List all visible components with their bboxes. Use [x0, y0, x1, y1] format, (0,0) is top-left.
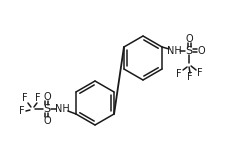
Text: O: O — [197, 46, 205, 56]
Text: F: F — [35, 93, 41, 103]
Text: F: F — [176, 69, 182, 79]
Text: F: F — [187, 72, 193, 82]
Text: O: O — [43, 92, 51, 102]
Text: F: F — [22, 93, 28, 103]
Text: F: F — [197, 68, 203, 78]
Text: F: F — [19, 106, 25, 116]
Text: O: O — [43, 116, 51, 126]
Text: NH: NH — [55, 104, 69, 114]
Text: S: S — [43, 104, 50, 114]
Text: S: S — [186, 46, 193, 56]
Text: NH: NH — [167, 46, 182, 56]
Text: O: O — [185, 34, 193, 44]
